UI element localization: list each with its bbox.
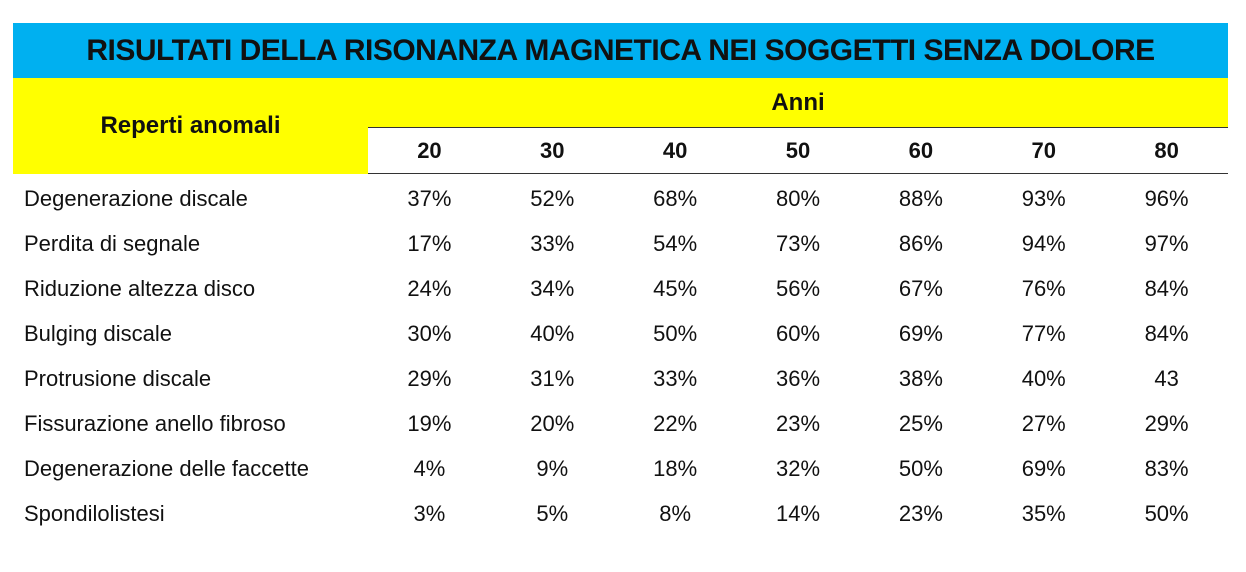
- table-cell: 84%: [1144, 275, 1189, 301]
- table-cell: 60%: [775, 320, 821, 346]
- table-cell: 4%: [413, 455, 446, 481]
- table-cell: 34%: [530, 275, 575, 301]
- table-cell: 69%: [898, 320, 943, 346]
- table-cell: 77%: [1021, 320, 1066, 346]
- table-cell: 40%: [1021, 365, 1066, 391]
- table-cell: 25%: [898, 410, 943, 436]
- table-cell: 67%: [898, 275, 943, 301]
- table-cell: 35%: [1021, 500, 1066, 526]
- table-cell: 50%: [1144, 500, 1189, 526]
- table-cell: 5%: [536, 500, 569, 526]
- table-row: Spondilolistesi 3% 5% 8% 14% 23% 35% 50%: [13, 491, 1228, 536]
- table-cell: 32%: [775, 455, 821, 481]
- row-values: 3% 5% 8% 14% 23% 35% 50%: [368, 501, 1228, 527]
- table-row: Bulging discale 30% 40% 50% 60% 69% 77% 84%: [13, 311, 1228, 356]
- table-cell: 31%: [530, 365, 575, 391]
- table-cell: 20%: [530, 410, 575, 436]
- table-cell: 84%: [1144, 320, 1189, 346]
- year-header-row: 20 30 40 50 60 70 80: [368, 128, 1228, 174]
- row-label: Degenerazione discale: [24, 185, 248, 211]
- table-cell: 69%: [1021, 455, 1066, 481]
- table-row: Riduzione altezza disco 24% 34% 45% 56% 67% 76…: [13, 266, 1228, 311]
- table-cell: 22%: [653, 410, 698, 436]
- table-cell: 50%: [898, 455, 943, 481]
- table-cell: 23%: [898, 500, 943, 526]
- row-label: Fissurazione anello fibroso: [24, 410, 286, 436]
- table-cell: 18%: [653, 455, 698, 481]
- row-values: 24% 34% 45% 56% 67% 76% 84%: [368, 276, 1228, 302]
- table-cell: 38%: [898, 365, 943, 391]
- table-cell: 14%: [775, 500, 821, 526]
- column-group-header-label: Anni: [771, 88, 825, 116]
- table-cell: 30%: [407, 320, 452, 346]
- table-cell: 33%: [530, 230, 575, 256]
- row-label: Spondilolistesi: [24, 500, 165, 526]
- row-values: 19% 20% 22% 23% 25% 27% 29%: [368, 411, 1228, 437]
- table-cell: 29%: [407, 365, 452, 391]
- table-cell: 73%: [775, 230, 821, 256]
- table-row: Protrusione discale 29% 31% 33% 36% 38% 40% 43: [13, 356, 1228, 401]
- table-cell: 24%: [407, 275, 452, 301]
- table-cell: 50%: [653, 320, 698, 346]
- table-cell: 8%: [659, 500, 692, 526]
- table-cell: 40%: [530, 320, 575, 346]
- row-label: Riduzione altezza disco: [24, 275, 256, 301]
- table-cell: 88%: [898, 185, 943, 211]
- year-header: 80: [1154, 137, 1179, 163]
- row-header-label: Reperti anomali: [100, 112, 281, 139]
- table-row: Degenerazione discale 37% 52% 68% 80% 88% 93% 9…: [13, 176, 1228, 221]
- year-header: 50: [785, 137, 811, 163]
- table-cell: 23%: [775, 410, 821, 436]
- table-body: Degenerazione discale 37% 52% 68% 80% 88% 93% 9…: [13, 176, 1228, 536]
- table-cell: 83%: [1144, 455, 1189, 481]
- year-header: 30: [540, 137, 565, 163]
- table-cell: 86%: [898, 230, 943, 256]
- table-row: Perdita di segnale 17% 33% 54% 73% 86% 94% 97%: [13, 221, 1228, 266]
- table-cell: 3%: [413, 500, 446, 526]
- table-cell: 94%: [1021, 230, 1066, 256]
- row-values: 37% 52% 68% 80% 88% 93% 96%: [368, 186, 1228, 212]
- column-group-header-cell: Anni: [368, 78, 1228, 128]
- table-cell: 97%: [1144, 230, 1189, 256]
- table-cell: 9%: [536, 455, 569, 481]
- table-cell: 76%: [1021, 275, 1066, 301]
- year-header: 60: [908, 137, 934, 163]
- table-cell: 68%: [653, 185, 698, 211]
- table-title-bar: RISULTATI DELLA RISONANZA MAGNETICA NEI …: [13, 23, 1228, 78]
- table-cell: 43: [1154, 365, 1179, 391]
- row-values: 30% 40% 50% 60% 69% 77% 84%: [368, 321, 1228, 347]
- row-values: 4% 9% 18% 32% 50% 69% 83%: [368, 456, 1228, 482]
- table-cell: 45%: [653, 275, 698, 301]
- table-cell: 54%: [653, 230, 698, 256]
- table-cell: 36%: [775, 365, 821, 391]
- table-cell: 56%: [775, 275, 821, 301]
- year-header: 70: [1031, 137, 1056, 163]
- table-row: Fissurazione anello fibroso 19% 20% 22% 23% 2…: [13, 401, 1228, 446]
- table-cell: 96%: [1144, 185, 1189, 211]
- row-label: Perdita di segnale: [24, 230, 201, 256]
- table-title: RISULTATI DELLA RISONANZA MAGNETICA NEI …: [86, 33, 1155, 67]
- year-header: 20: [417, 137, 442, 163]
- row-label: Bulging discale: [24, 320, 172, 346]
- table-row: Degenerazione delle faccette 4% 9% 18% 32% 50…: [13, 446, 1228, 491]
- row-header-cell: Reperti anomali: [13, 78, 368, 174]
- table-cell: 17%: [407, 230, 452, 256]
- row-values: 17% 33% 54% 73% 86% 94% 97%: [368, 231, 1228, 257]
- table-cell: 80%: [775, 185, 821, 211]
- row-label: Protrusione discale: [24, 365, 212, 391]
- table-cell: 27%: [1021, 410, 1066, 436]
- table-cell: 19%: [407, 410, 452, 436]
- row-label: Degenerazione delle faccette: [24, 455, 309, 481]
- table-cell: 33%: [653, 365, 698, 391]
- row-values: 29% 31% 33% 36% 38% 40% 43: [368, 366, 1228, 392]
- year-header: 40: [662, 137, 688, 163]
- table-cell: 52%: [530, 185, 575, 211]
- table-cell: 93%: [1021, 185, 1066, 211]
- table-cell: 29%: [1144, 410, 1189, 436]
- table-cell: 37%: [407, 185, 452, 211]
